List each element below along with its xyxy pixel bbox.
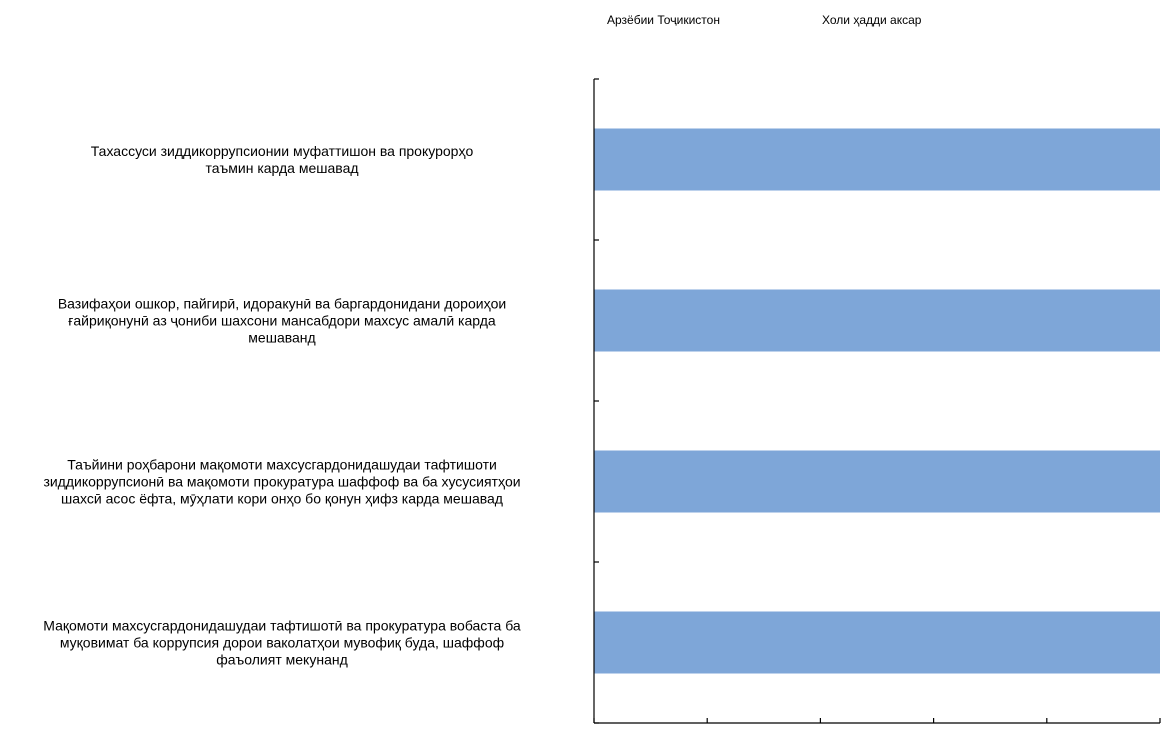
category-labels: Тахассуси зиддикоррупсионии муфаттишон в… xyxy=(43,143,521,668)
category-label-line: Тахассуси зиддикоррупсионии муфаттишон в… xyxy=(91,143,474,159)
category-label-line: Мақомоти махсусгардонидашудаи тафтишотӣ … xyxy=(43,618,521,634)
bar-series-2-category-3 xyxy=(594,450,1160,513)
category-label-line: таъмин карда мешавад xyxy=(205,160,358,176)
bar-series-2-category-4 xyxy=(594,611,1160,674)
legend: Арзёбии Тоҷикистон Холи ҳадди аксар xyxy=(607,13,922,27)
axes xyxy=(593,78,1161,724)
category-label-line: зиддикоррупсионӣ ва мақомоти прокуратура… xyxy=(43,474,520,490)
bar-series-2-category-1 xyxy=(594,128,1160,191)
category-label-line: фаъолият мекунанд xyxy=(216,652,348,668)
category-label-1: Тахассуси зиддикоррупсионии муфаттишон в… xyxy=(91,143,474,176)
legend-label-series-2: Холи ҳадди аксар xyxy=(822,13,922,27)
bar-series-2-category-2 xyxy=(594,289,1160,352)
legend-label-series-1: Арзёбии Тоҷикистон xyxy=(607,13,720,27)
category-label-line: шахсӣ асос ёфта, мӯҳлати кори онҳо бо қо… xyxy=(61,491,503,507)
category-label-line: Вазифаҳои ошкор, пайгирӣ, идоракунӣ ва б… xyxy=(58,296,506,312)
category-label-3: Таъйини роҳбарони мақомоти махсусгардони… xyxy=(43,457,520,507)
category-label-4: Мақомоти махсусгардонидашудаи тафтишотӣ … xyxy=(43,618,521,668)
bar-group xyxy=(594,128,1160,674)
category-label-line: мешаванд xyxy=(248,330,315,346)
category-label-line: ғайриқонунӣ аз ҷониби шахсони мансабдори… xyxy=(68,313,496,329)
category-label-line: Таъйини роҳбарони мақомоти махсусгардони… xyxy=(67,457,497,473)
category-label-2: Вазифаҳои ошкор, пайгирӣ, идоракунӣ ва б… xyxy=(58,296,506,346)
category-label-line: муқовимат ба коррупсия дорои ваколатҳои … xyxy=(60,635,504,651)
